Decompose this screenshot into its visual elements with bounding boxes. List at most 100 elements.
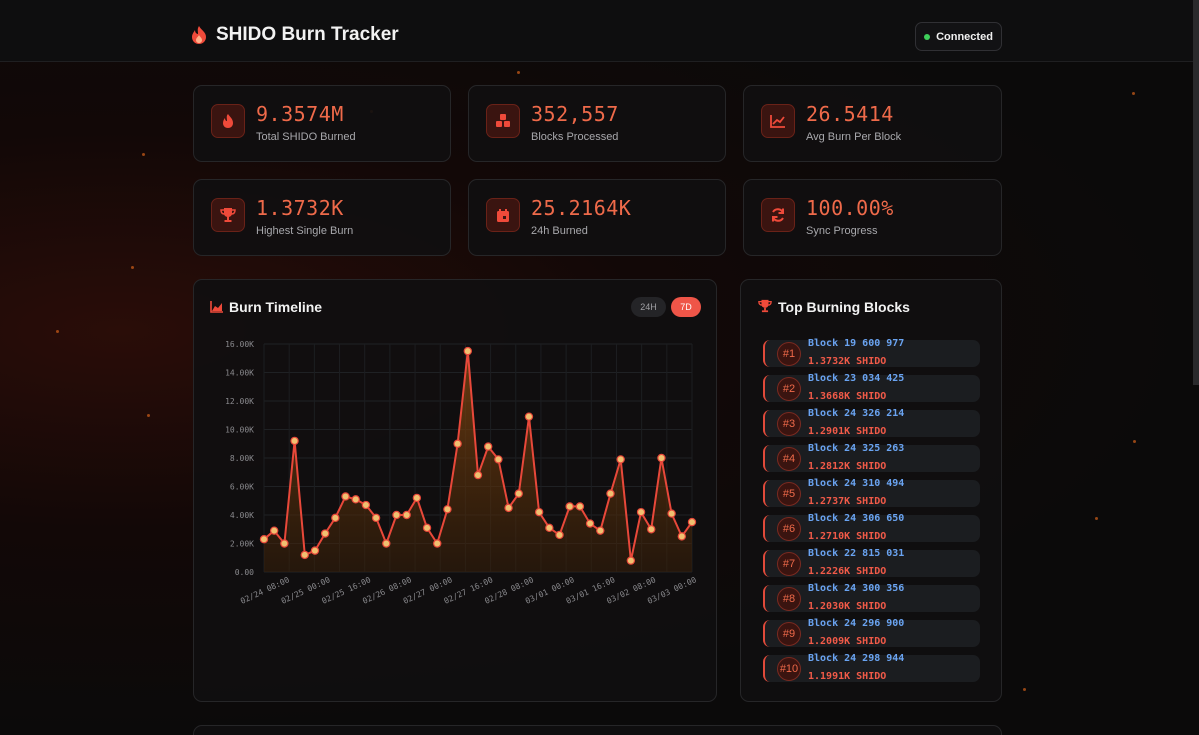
stat-label: Highest Single Burn <box>256 225 354 237</box>
list-item[interactable]: #8 Block 24 300 356 1.2030K SHIDO <box>763 583 980 612</box>
stat-card-avg-burn: 26.5414 Avg Burn Per Block <box>743 85 1002 162</box>
burn-amount: 1.2710K SHIDO <box>808 531 887 542</box>
trophy-icon <box>211 198 245 232</box>
list-item[interactable]: #3 Block 24 326 214 1.2901K SHIDO <box>763 408 980 437</box>
calendar-icon <box>486 198 520 232</box>
chart-data-point <box>320 529 330 538</box>
rank-badge: #6 <box>777 517 801 541</box>
sync-icon <box>761 198 795 232</box>
chart-data-point <box>392 510 401 520</box>
stat-value: 26.5414 <box>806 102 894 126</box>
rank-badge: #4 <box>777 447 801 471</box>
timeline-range-tabs: 24H 7D <box>631 297 701 317</box>
chart-data-point <box>626 556 636 565</box>
ember-particle <box>142 153 145 156</box>
chart-data-point <box>504 503 513 513</box>
chart-data-point <box>371 513 381 523</box>
y-tick-label: 14.00K <box>225 369 254 378</box>
ember-particle <box>147 414 150 417</box>
y-tick-label: 0.00 <box>235 568 254 577</box>
flame-icon <box>192 26 206 44</box>
connection-status-badge: Connected <box>915 22 1002 51</box>
list-item[interactable]: #7 Block 22 815 031 1.2226K SHIDO <box>763 548 980 577</box>
block-number: Block 24 310 494 <box>808 478 905 489</box>
chart-data-point <box>412 493 422 503</box>
tab-24h[interactable]: 24H <box>631 297 666 317</box>
chart-data-point <box>422 523 432 533</box>
status-dot <box>924 33 931 40</box>
block-number: Block 24 306 650 <box>808 513 905 524</box>
y-tick-label: 6.00K <box>230 483 254 492</box>
top-burning-blocks-panel: Top Burning Blocks #1 Block 19 600 977 1… <box>740 279 1002 702</box>
rank-badge: #8 <box>777 587 801 611</box>
burn-amount: 1.3668K SHIDO <box>808 391 887 402</box>
stat-value: 1.3732K <box>256 196 344 220</box>
chart-data-point <box>382 539 391 548</box>
stat-value: 9.3574M <box>256 102 344 126</box>
rank-badge: #1 <box>777 342 801 366</box>
chart-data-point <box>402 510 411 520</box>
line-chart-icon <box>761 104 795 138</box>
y-tick-label: 16.00K <box>225 340 254 349</box>
rank-badge: #2 <box>777 377 801 401</box>
chart-data-point <box>300 550 309 560</box>
chart-data-point <box>585 519 595 528</box>
chart-data-point <box>667 509 676 518</box>
list-item[interactable]: #9 Block 24 296 900 1.2009K SHIDO <box>763 618 980 647</box>
cubes-icon <box>486 104 520 138</box>
ember-particle <box>1023 688 1026 691</box>
chart-data-point <box>687 517 697 527</box>
burn-amount: 1.2737K SHIDO <box>808 496 887 507</box>
chart-data-point <box>534 507 544 517</box>
list-item[interactable]: #5 Block 24 310 494 1.2737K SHIDO <box>763 478 980 507</box>
tab-7d[interactable]: 7D <box>671 297 701 317</box>
chart-data-point <box>545 523 554 533</box>
chart-data-point <box>443 505 452 514</box>
stat-label: Avg Burn Per Block <box>806 131 902 143</box>
chart-data-point <box>647 525 656 534</box>
burn-amount: 1.1991K SHIDO <box>808 671 887 682</box>
chart-data-point <box>524 412 534 421</box>
chart-data-point <box>657 453 666 463</box>
list-item[interactable]: #10 Block 24 298 944 1.1991K SHIDO <box>763 653 980 682</box>
flame-icon <box>211 104 245 138</box>
burn-timeline-panel: Burn Timeline 24H 7D 0.00 2.00K 4.00K 6.00K… <box>193 279 717 702</box>
burn-amount: 1.2009K SHIDO <box>808 636 887 647</box>
rank-badge: #10 <box>777 657 801 681</box>
chart-data-point <box>677 532 687 541</box>
chart-data-point <box>290 436 299 446</box>
block-number: Block 19 600 977 <box>808 338 905 349</box>
page-scrollbar[interactable] <box>1193 0 1199 385</box>
chart-data-point <box>463 346 473 356</box>
block-number: Block 24 298 944 <box>808 653 905 664</box>
burn-amount: 1.2226K SHIDO <box>808 566 887 577</box>
chart-data-point <box>473 470 483 480</box>
y-tick-label: 10.00K <box>225 426 254 435</box>
burn-timeline-chart: 0.00 2.00K 4.00K 6.00K 8.00K 10.00K 12.00K 14.0… <box>225 340 698 606</box>
chart-data-point <box>259 535 269 544</box>
stat-label: Sync Progress <box>806 225 878 237</box>
chart-data-point <box>269 526 279 535</box>
block-number: Block 24 296 900 <box>808 618 905 629</box>
list-item[interactable]: #2 Block 23 034 425 1.3668K SHIDO <box>763 373 980 402</box>
ember-particle <box>56 330 59 333</box>
list-item[interactable]: #4 Block 24 325 263 1.2812K SHIDO <box>763 443 980 472</box>
list-item[interactable]: #6 Block 24 306 650 1.2710K SHIDO <box>763 513 980 542</box>
trophy-icon <box>758 299 772 313</box>
chart-data-point <box>494 455 503 464</box>
burn-amount: 1.2030K SHIDO <box>808 601 887 612</box>
block-number: Block 22 815 031 <box>808 548 905 559</box>
top-blocks-title: Top Burning Blocks <box>778 299 910 315</box>
chart-data-point <box>280 539 289 548</box>
stat-card-total-burned: 9.3574M Total SHIDO Burned <box>193 85 451 162</box>
y-tick-label: 2.00K <box>230 540 254 549</box>
chart-data-point <box>341 492 350 501</box>
list-item[interactable]: #1 Block 19 600 977 1.3732K SHIDO <box>763 338 980 367</box>
stat-value: 25.2164K <box>531 196 632 220</box>
stat-card-24h-burned: 25.2164K 24h Burned <box>468 179 726 256</box>
stat-label: Blocks Processed <box>531 131 619 143</box>
ember-particle <box>1095 517 1098 520</box>
block-number: Block 23 034 425 <box>808 373 905 384</box>
timeline-title: Burn Timeline <box>229 299 323 315</box>
chart-data-point <box>433 539 442 548</box>
